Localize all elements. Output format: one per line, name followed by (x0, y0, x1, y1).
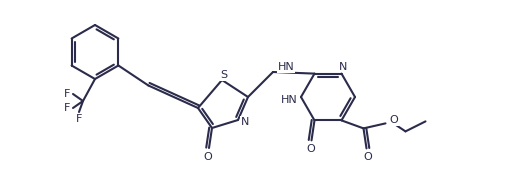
Text: O: O (204, 152, 213, 162)
Text: N: N (339, 62, 347, 72)
Text: F: F (64, 89, 70, 99)
Text: F: F (64, 103, 70, 113)
Text: S: S (221, 70, 228, 80)
Text: F: F (76, 114, 82, 124)
Text: HN: HN (281, 95, 298, 105)
Text: HN: HN (278, 62, 295, 72)
Text: O: O (363, 152, 372, 162)
Text: O: O (389, 115, 398, 125)
Text: N: N (241, 117, 249, 127)
Text: O: O (306, 144, 315, 154)
